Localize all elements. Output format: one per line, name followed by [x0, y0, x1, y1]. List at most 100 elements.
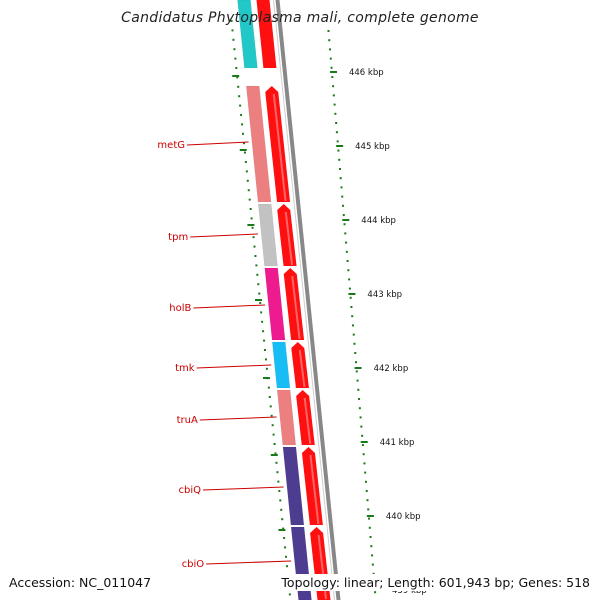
gene-label-tpm: tpm	[168, 232, 188, 243]
minor-tick-right	[341, 195, 344, 198]
minor-tick-right	[349, 296, 352, 299]
minor-tick-left	[288, 593, 291, 596]
gene-label-leader-truA	[199, 416, 277, 421]
minor-tick-left	[283, 537, 286, 539]
minor-tick-left	[237, 85, 240, 88]
minor-tick-right	[362, 453, 365, 456]
minor-tick-left	[272, 433, 275, 436]
minor-tick-left	[275, 461, 278, 464]
scale-label: 441 kbp	[380, 438, 415, 448]
strand-arrow-truA	[296, 390, 315, 445]
minor-tick-right	[329, 48, 332, 51]
strand-arrow-truA-highlight	[303, 397, 312, 445]
minor-tick-right	[363, 462, 366, 465]
minor-tick-right	[343, 223, 346, 226]
minor-tick-left	[254, 255, 257, 257]
minor-tick-right	[351, 324, 354, 327]
minor-tick-right	[340, 186, 343, 189]
minor-tick-right	[348, 278, 351, 281]
minor-tick-left	[241, 123, 244, 126]
minor-tick-right	[347, 269, 350, 272]
gene-bar-cbiQ	[282, 446, 305, 526]
minor-tick-left	[259, 302, 262, 304]
gene-bar-holB	[264, 267, 286, 341]
topology-summary: Topology: linear; Length: 601,943 bp; Ge…	[279, 574, 592, 591]
minor-tick-left	[264, 358, 267, 361]
minor-tick-right	[352, 333, 355, 336]
strand-arrow-holB-highlight	[291, 275, 301, 340]
gene-bar-tpm	[257, 203, 278, 267]
minor-tick-right	[348, 287, 351, 290]
minor-tick-right	[350, 306, 353, 308]
strand-arrow-tpm-highlight	[284, 211, 294, 266]
gene-label-metG: metG	[157, 140, 185, 151]
scale-label: 445 kbp	[355, 142, 390, 152]
scale-label: 439 kbp	[392, 586, 427, 596]
minor-tick-right	[365, 490, 368, 492]
minor-tick-right	[332, 85, 335, 88]
minor-tick-right	[344, 232, 347, 235]
minor-tick-right	[364, 480, 367, 483]
minor-tick-right	[358, 407, 361, 410]
minor-tick-left	[265, 367, 268, 370]
gene-label-cbiQ: cbiQ	[179, 485, 202, 496]
minor-tick-right	[337, 149, 340, 152]
minor-tick-left	[262, 330, 265, 333]
minor-tick-left	[276, 471, 279, 474]
strand-arrow-tmk	[291, 342, 309, 388]
minor-tick-left	[252, 236, 255, 239]
accession-text: Accession: NC_011047	[7, 574, 154, 591]
minor-tick-left	[263, 339, 266, 342]
minor-tick-right	[364, 471, 367, 474]
minor-tick-right	[342, 204, 345, 207]
minor-tick-right	[370, 545, 373, 548]
minor-tick-left	[235, 67, 238, 69]
map-title: Candidatus Phytoplasma mali, complete ge…	[121, 10, 479, 26]
gene-label-leader-metG	[186, 141, 249, 146]
minor-tick-right	[331, 76, 334, 78]
minor-tick-right	[329, 57, 332, 60]
gene-label-leader-cbiO	[206, 560, 292, 565]
minor-tick-right	[367, 508, 370, 511]
minor-tick-right	[345, 241, 348, 244]
minor-tick-right	[359, 416, 362, 419]
minor-tick-right	[357, 388, 360, 391]
minor-tick-right	[361, 434, 364, 437]
major-tick-right	[366, 515, 374, 517]
scale-label: 442 kbp	[374, 364, 409, 374]
minor-tick-left	[282, 527, 285, 530]
minor-tick-left	[240, 114, 243, 116]
minor-tick-right	[338, 158, 341, 161]
minor-tick-left	[253, 245, 256, 248]
minor-tick-left	[249, 208, 252, 210]
gene-bar-truA	[276, 389, 297, 446]
minor-tick-right	[372, 572, 375, 575]
minor-tick-left	[279, 499, 282, 502]
backbone-shadow	[273, 0, 336, 600]
strand-arrow-tpm	[277, 204, 297, 266]
minor-tick-left	[242, 132, 245, 135]
minor-tick-left	[269, 405, 272, 408]
minor-tick-left	[248, 198, 251, 201]
minor-tick-left	[281, 518, 284, 521]
gene-bar-metG	[245, 85, 272, 203]
strand-arrow-cbiQ	[301, 447, 323, 525]
forward-strand-arrows	[256, 0, 331, 600]
minor-tick-right	[346, 260, 349, 262]
minor-tick-left	[247, 189, 250, 192]
major-tick-left	[278, 529, 286, 531]
minor-tick-left	[238, 95, 241, 98]
minor-tick-left	[231, 29, 234, 32]
minor-tick-right	[335, 131, 338, 134]
minor-tick-right	[368, 526, 371, 529]
scale-tick-labels: 446 kbp 445 kbp 444 kbp 443 kbp 442 kbp 441 k…	[349, 68, 427, 596]
minor-tick-right	[369, 536, 372, 538]
minor-tick-right	[334, 112, 337, 115]
minor-tick-right	[371, 563, 374, 566]
minor-tick-right	[374, 591, 377, 594]
minor-tick-left	[280, 508, 283, 511]
minor-tick-right	[333, 103, 336, 106]
major-tick-right	[360, 441, 368, 443]
